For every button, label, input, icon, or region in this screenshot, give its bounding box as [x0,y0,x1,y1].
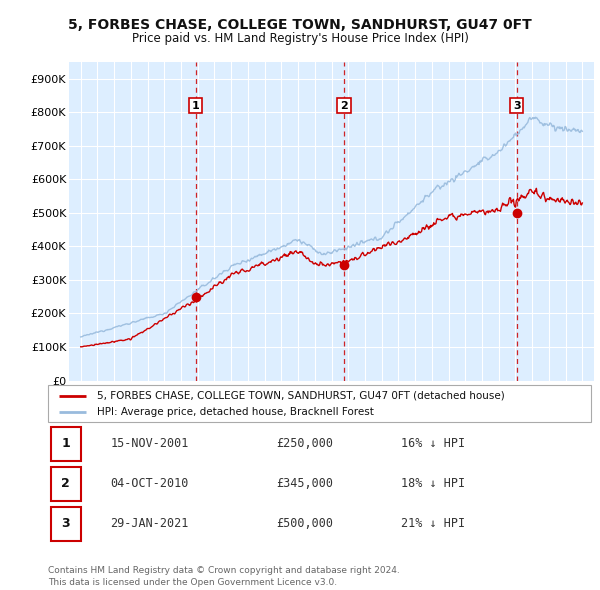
Text: 1: 1 [191,100,199,110]
Text: 16% ↓ HPI: 16% ↓ HPI [401,437,465,450]
Text: 5, FORBES CHASE, COLLEGE TOWN, SANDHURST, GU47 0FT (detached house): 5, FORBES CHASE, COLLEGE TOWN, SANDHURST… [97,391,505,401]
Text: HPI: Average price, detached house, Bracknell Forest: HPI: Average price, detached house, Brac… [97,407,374,417]
Text: £345,000: £345,000 [276,477,333,490]
Text: 2: 2 [61,477,70,490]
Text: 3: 3 [513,100,521,110]
Text: 15-NOV-2001: 15-NOV-2001 [110,437,189,450]
Text: Price paid vs. HM Land Registry's House Price Index (HPI): Price paid vs. HM Land Registry's House … [131,32,469,45]
Bar [51,427,80,461]
Text: 2: 2 [340,100,348,110]
Text: 04-OCT-2010: 04-OCT-2010 [110,477,189,490]
Bar [51,507,80,541]
Text: £250,000: £250,000 [276,437,333,450]
Text: 21% ↓ HPI: 21% ↓ HPI [401,517,465,530]
Text: 18% ↓ HPI: 18% ↓ HPI [401,477,465,490]
Text: 3: 3 [61,517,70,530]
Text: £500,000: £500,000 [276,517,333,530]
Text: 5, FORBES CHASE, COLLEGE TOWN, SANDHURST, GU47 0FT: 5, FORBES CHASE, COLLEGE TOWN, SANDHURST… [68,18,532,32]
Bar [51,467,80,501]
Text: Contains HM Land Registry data © Crown copyright and database right 2024.
This d: Contains HM Land Registry data © Crown c… [48,566,400,587]
Text: 1: 1 [61,437,70,450]
Text: 29-JAN-2021: 29-JAN-2021 [110,517,189,530]
